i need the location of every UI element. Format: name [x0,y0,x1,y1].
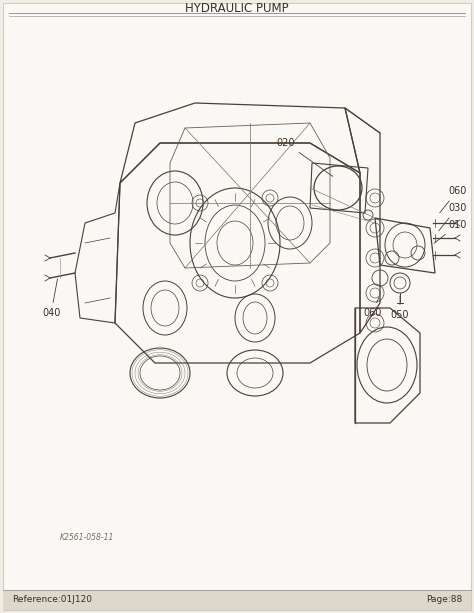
Text: 060: 060 [363,297,382,318]
Text: Page:88: Page:88 [426,595,462,604]
Text: 020: 020 [276,138,333,177]
Text: Reference:01J120: Reference:01J120 [12,595,92,604]
Text: 050: 050 [391,296,409,320]
Text: K2561-058-11: K2561-058-11 [60,533,114,543]
Text: 060: 060 [440,186,466,213]
Text: HYDRAULIC PUMP: HYDRAULIC PUMP [185,1,289,15]
Text: 010: 010 [434,220,466,243]
Text: 040: 040 [42,279,60,318]
Bar [3,590,471,610]
Text: 030: 030 [439,203,466,231]
